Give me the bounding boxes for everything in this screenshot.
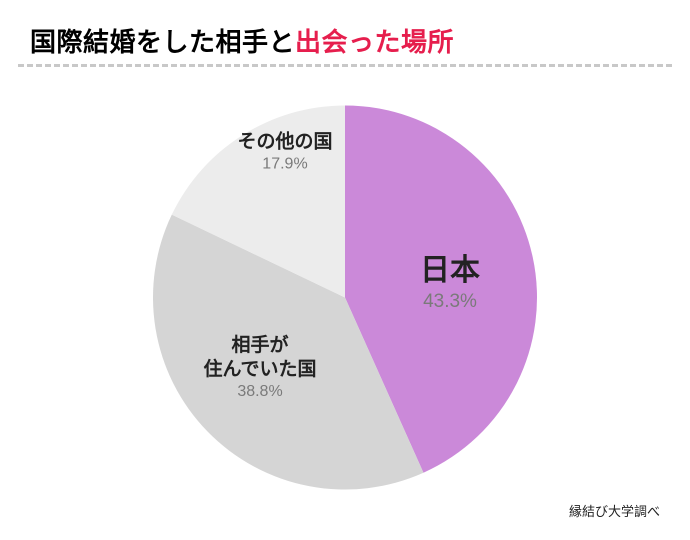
slice-label: 相手が住んでいた国38.8% <box>203 334 316 402</box>
pie-chart: 日本43.3% 相手が住んでいた国38.8% その他の国17.9% <box>153 106 537 495</box>
source-note: 縁結び大学調べ <box>569 501 660 520</box>
title-highlight: 出会った場所 <box>295 27 454 57</box>
chart-title: 国際結婚をした相手と出会った場所 <box>30 22 454 59</box>
slice-label: その他の国17.9% <box>237 131 332 175</box>
slice-label: 日本43.3% <box>420 252 480 313</box>
title-divider <box>18 64 672 67</box>
title-prefix: 国際結婚をした相手と <box>30 27 295 57</box>
